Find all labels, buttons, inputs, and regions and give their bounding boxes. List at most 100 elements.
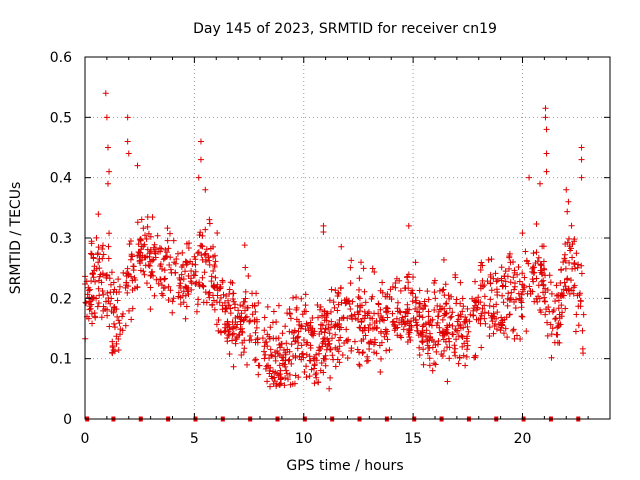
data-point — [192, 268, 199, 275]
data-point — [175, 289, 182, 296]
data-point — [248, 336, 255, 343]
data-point — [270, 308, 277, 315]
data-point — [98, 314, 105, 321]
data-point — [386, 346, 393, 353]
y-tick-label: 0.4 — [50, 171, 72, 187]
data-point — [447, 314, 454, 321]
data-point — [561, 251, 568, 258]
data-point — [426, 330, 433, 337]
data-point — [503, 314, 510, 321]
data-point — [562, 305, 569, 312]
data-point — [418, 338, 425, 345]
data-point — [177, 294, 184, 301]
data-point — [452, 274, 459, 281]
data-point — [147, 284, 154, 291]
data-point — [286, 306, 293, 313]
data-point — [144, 223, 151, 230]
data-point — [405, 318, 412, 325]
data-point-spike — [543, 168, 550, 175]
data-point — [137, 237, 144, 244]
data-point — [237, 302, 244, 309]
data-point — [282, 375, 289, 382]
data-point — [421, 298, 428, 305]
data-point — [407, 322, 414, 329]
data-point — [84, 291, 91, 298]
data-point — [87, 250, 94, 257]
data-point — [453, 336, 460, 343]
data-point — [159, 292, 166, 299]
data-point — [154, 232, 161, 239]
data-point — [262, 351, 269, 358]
data-point — [177, 301, 184, 308]
data-point — [263, 363, 270, 370]
data-point — [235, 307, 242, 314]
data-point — [494, 289, 501, 296]
data-point — [140, 268, 147, 275]
data-point — [568, 287, 575, 294]
data-point — [328, 308, 335, 315]
data-point — [93, 234, 100, 241]
data-point — [580, 311, 587, 318]
data-point — [338, 299, 345, 306]
data-point — [222, 321, 229, 328]
data-point — [136, 236, 143, 243]
data-point — [202, 289, 209, 296]
data-point — [226, 331, 233, 338]
data-point — [103, 272, 110, 279]
data-point — [547, 321, 554, 328]
data-point — [292, 338, 299, 345]
data-point — [213, 321, 220, 328]
data-point — [567, 277, 574, 284]
data-point — [394, 305, 401, 312]
data-point — [463, 317, 470, 324]
data-point — [486, 332, 493, 339]
data-point — [397, 309, 404, 316]
data-point — [86, 287, 93, 294]
data-point — [172, 260, 179, 267]
data-point — [356, 362, 363, 369]
data-point — [500, 282, 507, 289]
data-point — [375, 301, 382, 308]
data-point — [446, 355, 453, 362]
data-point — [229, 319, 236, 326]
data-point — [383, 331, 390, 338]
data-point — [450, 331, 457, 338]
data-point — [571, 259, 578, 266]
data-point — [293, 306, 300, 313]
data-point — [326, 330, 333, 337]
data-point — [334, 292, 341, 299]
data-point — [134, 219, 141, 226]
data-point — [91, 263, 98, 270]
data-point — [127, 256, 134, 263]
data-point — [511, 299, 518, 306]
data-point — [356, 361, 363, 368]
data-point — [442, 311, 449, 318]
data-point — [488, 287, 495, 294]
data-point — [515, 290, 522, 297]
data-point — [177, 284, 184, 291]
data-point — [188, 275, 195, 282]
data-point — [232, 314, 239, 321]
x-tick-label: 0 — [81, 431, 90, 447]
data-point — [425, 313, 432, 320]
data-point — [426, 362, 433, 369]
data-point — [321, 308, 328, 315]
data-point — [232, 336, 239, 343]
data-point — [313, 357, 320, 364]
data-point — [277, 367, 284, 374]
data-point — [497, 327, 504, 334]
data-point — [477, 320, 484, 327]
data-point — [352, 315, 359, 322]
data-point — [446, 305, 453, 312]
data-point — [341, 297, 348, 304]
data-point — [210, 283, 217, 290]
data-point — [311, 380, 318, 387]
data-point — [394, 332, 401, 339]
data-point — [310, 332, 317, 339]
data-point — [358, 259, 365, 266]
data-point — [335, 289, 342, 296]
data-point — [111, 306, 118, 313]
data-point — [356, 295, 363, 302]
data-point — [217, 294, 224, 301]
data-point — [303, 374, 310, 381]
